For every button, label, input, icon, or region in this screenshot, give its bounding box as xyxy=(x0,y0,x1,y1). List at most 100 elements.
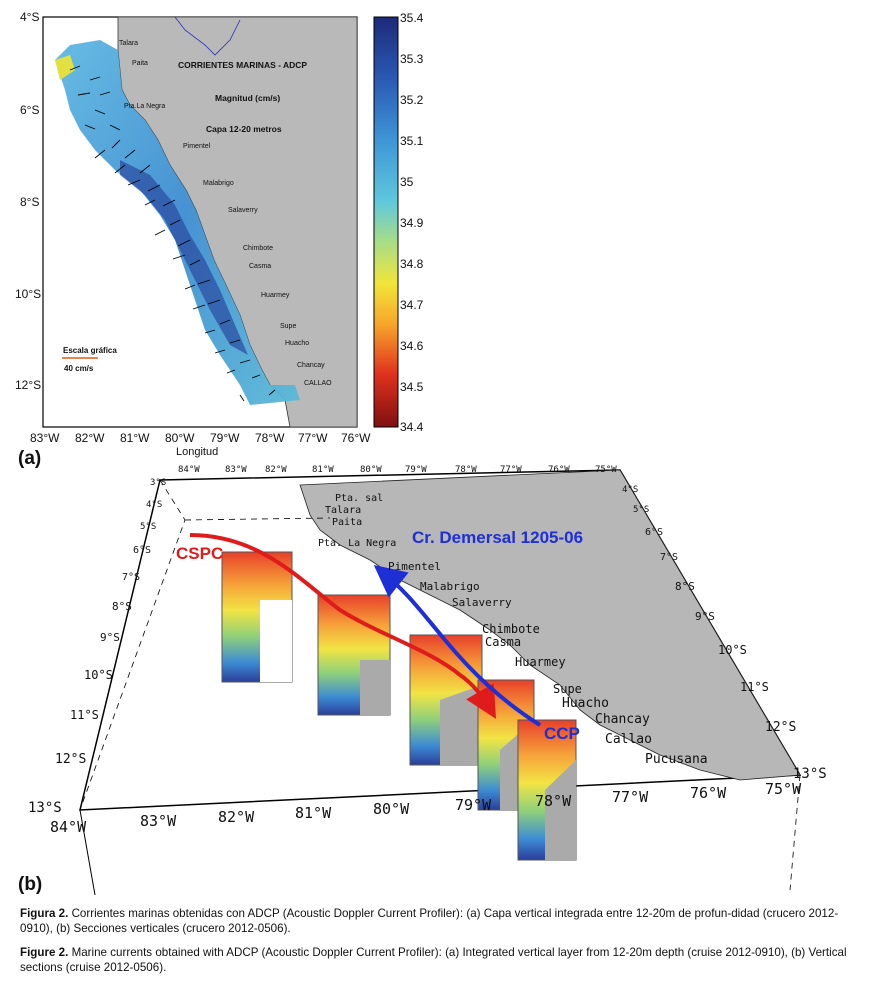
lat-tick-left: 5°S xyxy=(140,522,157,532)
lon-tick: 83°W xyxy=(30,431,60,445)
lat-tick-right: 10°S xyxy=(718,643,747,657)
lat-tick: 8°S xyxy=(20,195,40,209)
town-label: Salaverry xyxy=(228,207,258,214)
lat-tick: 12°S xyxy=(15,378,42,392)
scale-value: 40 cm/s xyxy=(64,364,94,373)
scale-label: Escala gráfica xyxy=(63,346,117,355)
town-label: Huarmey xyxy=(515,655,566,669)
lat-tick-left: 13°S xyxy=(28,800,62,816)
colorbar-tick: 35.1 xyxy=(400,134,424,148)
town-label: Malabrigo xyxy=(420,580,480,593)
town-label: Huacho xyxy=(285,340,310,347)
town-label: Salaverry xyxy=(452,596,512,609)
town-label: Talara xyxy=(119,40,139,47)
ccp-label: CCP xyxy=(544,724,580,743)
town-label: Casma xyxy=(485,635,522,649)
top-lon-tick: 84°W xyxy=(178,465,200,475)
colorbar-tick: 35 xyxy=(400,175,414,189)
lat-tick-left: 7°S xyxy=(122,572,141,583)
town-label: Chimbote xyxy=(482,622,540,636)
top-lon-tick: 80°W xyxy=(360,465,382,475)
lat-tick: 4°S xyxy=(20,10,40,24)
colorbar-tick: 35.3 xyxy=(400,52,424,66)
lat-tick-right: 11°S xyxy=(740,680,769,694)
caption-es-bold: Figura 2. xyxy=(20,907,69,920)
town-label: Pta. sal xyxy=(335,493,384,504)
lat-tick-right: 13°S xyxy=(793,766,827,782)
sea-dark-band xyxy=(120,160,248,355)
panel-b-label: (b) xyxy=(18,874,43,895)
top-lon-tick: 78°W xyxy=(455,465,477,475)
town-label: CALLAO xyxy=(304,380,332,387)
lat-tick-left: 11°S xyxy=(70,708,99,722)
map-subtitle: Magnitud (cm/s) xyxy=(215,93,281,103)
lat-tick-left: 3°S xyxy=(150,478,167,488)
town-label: Casma xyxy=(249,263,272,270)
lon-tick: 80°W xyxy=(165,431,195,445)
lat-tick-right: 7°S xyxy=(660,552,679,563)
town-label: Pta. La Negra xyxy=(318,538,397,549)
caption-en-bold: Figure 2. xyxy=(20,946,69,959)
colorbar-tick: 35.4 xyxy=(400,11,424,25)
town-label: Talara xyxy=(325,505,362,516)
lat-tick-right: 4°S xyxy=(622,485,639,495)
top-lon-tick: 81°W xyxy=(312,465,334,475)
caption-es: Figura 2. Corrientes marinas obtenidas c… xyxy=(20,906,870,936)
lon-tick: 76°W xyxy=(341,431,371,445)
front-lon-tick: 82°W xyxy=(218,808,255,826)
map-layer: Capa 12-20 metros xyxy=(206,124,282,134)
lat-tick: 6°S xyxy=(20,103,40,117)
caption-es-text: Corrientes marinas obtenidas con ADCP (A… xyxy=(20,907,839,935)
lat-tick-right: 6°S xyxy=(645,527,664,538)
cspc-current-arrow xyxy=(189,533,497,719)
lon-tick: 82°W xyxy=(75,431,105,445)
town-label: Huacho xyxy=(562,696,609,711)
panel-b-3d-map xyxy=(79,469,802,896)
colorbar-tick: 34.6 xyxy=(400,339,424,353)
town-label: Chancay xyxy=(595,712,650,727)
town-label: Callao xyxy=(605,732,652,747)
town-label: Pimentel xyxy=(183,143,211,150)
lat-tick-left: 12°S xyxy=(55,752,87,767)
lat-tick-right: 5°S xyxy=(633,505,650,515)
top-lon-tick: 82°W xyxy=(265,465,287,475)
front-lon-tick: 83°W xyxy=(140,812,177,830)
colorbar-tick: 34.9 xyxy=(400,216,424,230)
town-label: Pucusana xyxy=(645,752,708,767)
town-label: Pta.La Negra xyxy=(124,103,166,110)
land-3d xyxy=(299,469,801,781)
top-lon-tick: 77°W xyxy=(500,465,522,475)
top-lon-tick: 79°W xyxy=(405,465,427,475)
colorbar-tick: 34.8 xyxy=(400,257,424,271)
top-lon-tick: 83°W xyxy=(225,465,247,475)
front-lon-tick: 77°W xyxy=(612,788,649,806)
front-lon-tick: 79°W xyxy=(455,796,492,814)
front-lon-tick: 78°W xyxy=(535,792,572,810)
border-line xyxy=(174,16,241,56)
front-lon-tick: 75°W xyxy=(765,780,802,798)
current-vectors xyxy=(69,65,276,402)
lon-tick: 81°W xyxy=(120,431,150,445)
colorbar-tick: 34.7 xyxy=(400,298,424,312)
caption-en-text: Marine currents obtained with ADCP (Acou… xyxy=(20,946,847,974)
colorbar-tick: 35.2 xyxy=(400,93,424,107)
lon-tick: 78°W xyxy=(255,431,285,445)
map-title: CORRIENTES MARINAS - ADCP xyxy=(178,60,308,70)
lat-tick-left: 9°S xyxy=(100,631,120,644)
lat-tick: 10°S xyxy=(15,287,42,301)
lat-tick-right: 8°S xyxy=(675,580,695,593)
front-lon-tick: 81°W xyxy=(295,804,332,822)
town-label: Paita xyxy=(132,60,148,67)
caption-en: Figure 2. Marine currents obtained with … xyxy=(20,945,870,975)
town-label: Chancay xyxy=(297,362,325,369)
town-label: Chimbote xyxy=(243,245,273,252)
lon-tick: 79°W xyxy=(210,431,240,445)
lat-tick-left: 10°S xyxy=(84,668,113,682)
x-axis-label: Longitud xyxy=(176,446,219,458)
panel-a-map xyxy=(42,16,399,428)
colorbar xyxy=(373,16,399,428)
town-label: Supe xyxy=(280,323,297,330)
lat-tick-right: 12°S xyxy=(765,720,797,735)
colorbar-tick: 34.4 xyxy=(400,420,424,434)
sea-yellow-patch xyxy=(55,55,75,80)
